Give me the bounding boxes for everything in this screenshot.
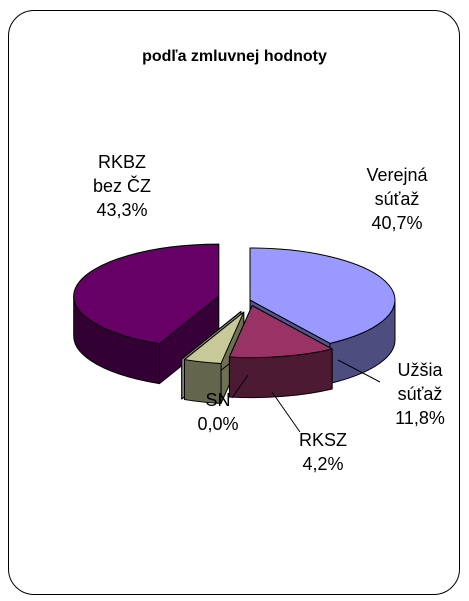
slice-label: Užšia súťaž 11,8% bbox=[395, 358, 445, 430]
value-label: 43,3% bbox=[96, 200, 148, 220]
slice-top bbox=[183, 311, 245, 364]
value-label: 4,2% bbox=[302, 454, 344, 474]
pie-slice bbox=[183, 311, 245, 404]
chart-frame bbox=[8, 10, 460, 595]
category-label: RKSZ bbox=[298, 430, 348, 450]
value-label: 0,0% bbox=[197, 414, 239, 434]
slice-top bbox=[181, 311, 242, 360]
pie-slice bbox=[228, 305, 333, 399]
value-label: 11,8% bbox=[395, 408, 445, 428]
leader-line bbox=[337, 359, 381, 383]
category-label: Užšia súťaž bbox=[397, 360, 443, 404]
leader-line bbox=[271, 391, 301, 433]
value-label: 40,7% bbox=[371, 213, 423, 233]
leader-line bbox=[231, 374, 249, 399]
slice-label: RKSZ 4,2% bbox=[299, 428, 347, 476]
slice-top bbox=[73, 243, 220, 345]
pie-slice bbox=[73, 243, 220, 385]
slice-top bbox=[249, 247, 396, 344]
category-label: RKBZ bez ČZ bbox=[92, 152, 152, 196]
slice-label: SN 0,0% bbox=[197, 388, 238, 436]
slice-label: Verejná súťaž 40,7% bbox=[366, 163, 427, 235]
slice-top bbox=[228, 305, 333, 359]
category-label: Verejná súťaž bbox=[366, 165, 428, 209]
chart-title: podľa zmluvnej hodnoty bbox=[142, 48, 327, 65]
slice-label: RKBZ bez ČZ 43,3% bbox=[93, 150, 151, 222]
category-label: SN bbox=[205, 390, 231, 410]
